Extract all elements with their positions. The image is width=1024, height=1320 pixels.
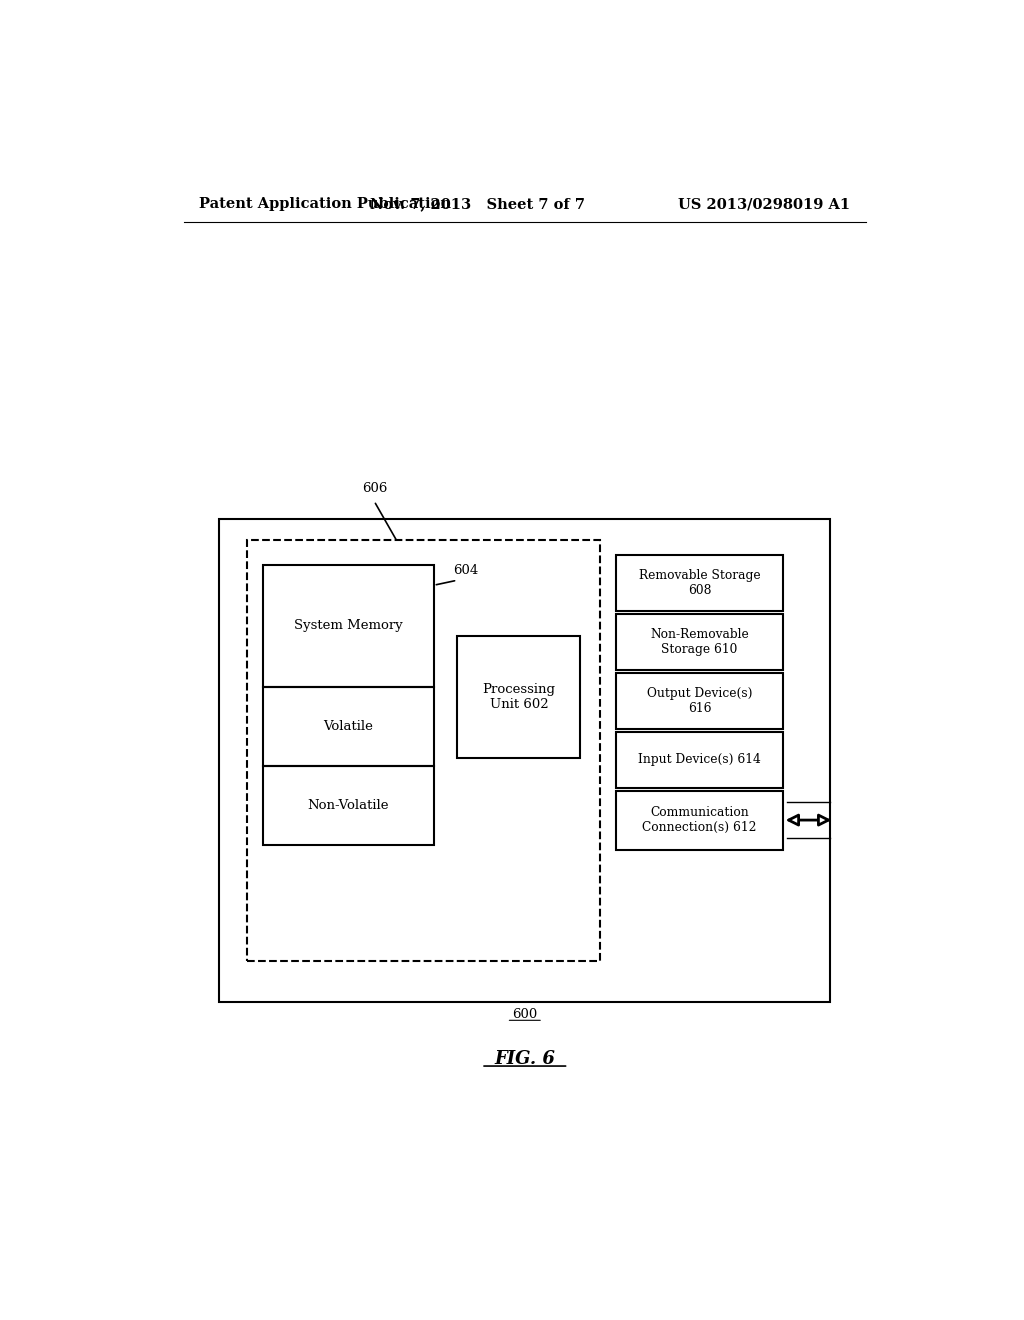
Text: 604: 604	[454, 564, 478, 577]
Text: Nov. 7, 2013   Sheet 7 of 7: Nov. 7, 2013 Sheet 7 of 7	[370, 197, 585, 211]
Bar	[263, 766, 433, 846]
Text: Patent Application Publication: Patent Application Publication	[200, 197, 452, 211]
Bar	[247, 540, 600, 961]
Text: 600: 600	[512, 1007, 538, 1020]
Text: Output Device(s)
616: Output Device(s) 616	[646, 686, 753, 714]
Text: US 2013/0298019 A1: US 2013/0298019 A1	[678, 197, 850, 211]
Text: Non-Removable
Storage 610: Non-Removable Storage 610	[650, 628, 749, 656]
Bar	[263, 686, 433, 766]
Bar	[616, 791, 782, 850]
Text: Removable Storage
608: Removable Storage 608	[639, 569, 760, 597]
Bar	[263, 565, 433, 686]
Text: Volatile: Volatile	[324, 721, 373, 733]
Text: 606: 606	[362, 482, 387, 495]
Bar	[219, 519, 830, 1002]
Bar	[458, 636, 581, 758]
Text: FIG. 6: FIG. 6	[495, 1049, 555, 1068]
Text: Communication
Connection(s) 612: Communication Connection(s) 612	[642, 807, 757, 834]
Bar	[616, 554, 782, 611]
Text: System Memory: System Memory	[294, 619, 402, 632]
Text: Processing
Unit 602: Processing Unit 602	[482, 682, 555, 711]
Bar	[616, 614, 782, 669]
Bar	[616, 731, 782, 788]
Bar	[616, 673, 782, 729]
Text: Non-Volatile: Non-Volatile	[307, 800, 389, 812]
Text: Input Device(s) 614: Input Device(s) 614	[638, 754, 761, 766]
